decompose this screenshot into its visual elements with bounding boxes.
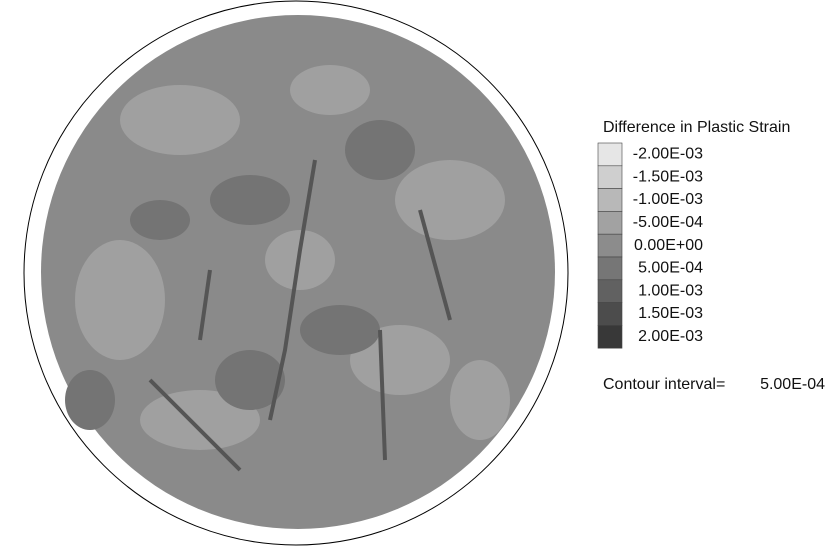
legend-swatch [598, 325, 622, 348]
legend-swatch [598, 211, 622, 234]
legend-swatch [598, 234, 622, 257]
legend-label: 1.00E-03 [638, 282, 703, 299]
legend-label: -1.00E-03 [633, 191, 703, 208]
legend-label: -5.00E-04 [633, 214, 703, 231]
legend-swatch [598, 143, 622, 166]
page: {"chart_data": {"type": "contour", "lege… [0, 0, 830, 551]
legend-swatch [598, 166, 622, 189]
legend-label: -2.00E-03 [633, 146, 703, 163]
legend-label: 2.00E-03 [638, 328, 703, 345]
legend-label: 1.50E-03 [638, 305, 703, 322]
legend-label: 5.00E-04 [638, 260, 703, 277]
specimen [24, 1, 568, 545]
legend-swatch [598, 303, 622, 326]
legend-swatch [598, 280, 622, 303]
chart: Difference in Plastic Strain -2.00E-03 -1… [0, 0, 830, 551]
legend-label: -1.50E-03 [633, 168, 703, 185]
legend-label: 0.00E+00 [634, 237, 703, 254]
contour-interval-text: Contour interval= [603, 376, 725, 393]
legend-swatch [598, 257, 622, 280]
legend-title: Difference in Plastic Strain [603, 119, 790, 136]
legend: -2.00E-03 -1.50E-03 -1.00E-03 -5.00E-04 0.00… [598, 143, 703, 348]
legend-swatch [598, 189, 622, 212]
contour-interval-value: 5.00E-04 [760, 376, 825, 393]
